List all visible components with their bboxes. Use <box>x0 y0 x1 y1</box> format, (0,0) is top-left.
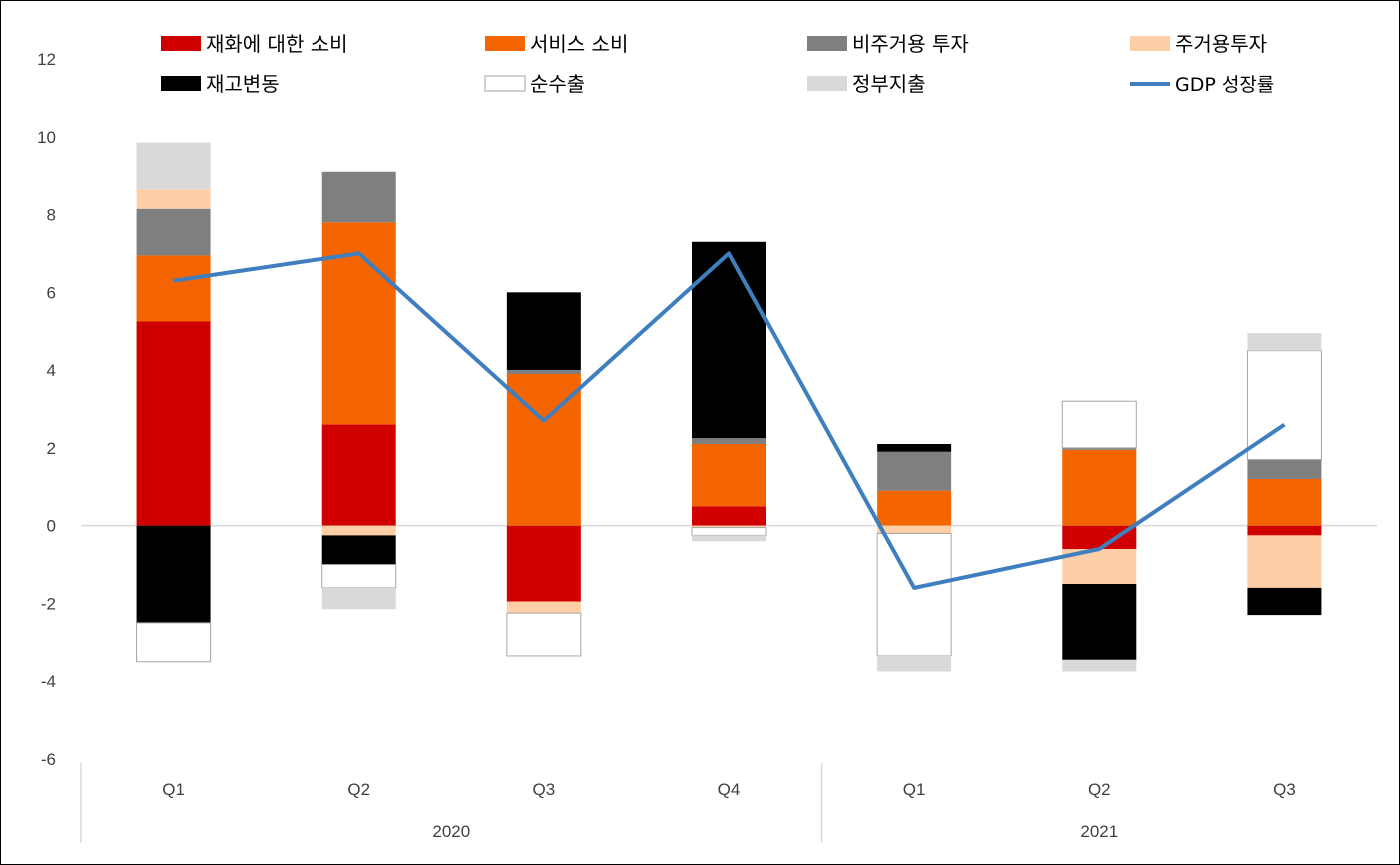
bar-segment <box>506 601 581 614</box>
legend-label: 정부지출 <box>852 72 926 96</box>
bar-segment <box>506 370 581 374</box>
legend-swatch <box>484 75 526 92</box>
legend-label: 재고변동 <box>206 72 280 96</box>
bar-segment <box>692 525 766 528</box>
legend-swatch <box>161 76 201 91</box>
y-tick-label: 12 <box>37 50 56 69</box>
bar-segment <box>877 451 952 491</box>
x-axis: Q1 Q2 Q3 Q4 Q1 Q2 Q3 2020 2021 <box>80 763 1296 843</box>
bar-segment <box>1062 659 1137 672</box>
legend-swatch <box>807 76 847 91</box>
stacked-bars <box>136 142 1322 672</box>
bar-segment <box>321 424 396 526</box>
bar-segment <box>876 532 952 657</box>
bar-segment <box>692 241 766 439</box>
y-tick-label: 2 <box>47 439 56 458</box>
y-tick-label: 8 <box>47 206 56 225</box>
bar-segment <box>136 622 212 663</box>
y-tick-label: -4 <box>41 672 56 691</box>
bar-segment <box>1062 447 1137 450</box>
x-tick-label: Q1 <box>903 780 926 799</box>
bar-segment <box>1062 525 1137 549</box>
bar-segment <box>1247 525 1322 536</box>
bar-segment <box>506 525 581 602</box>
bar-segment <box>136 142 211 190</box>
bar-segment <box>692 535 766 542</box>
y-tick-label: 10 <box>37 128 56 147</box>
bar-segment <box>1247 535 1322 588</box>
bar-segment <box>136 321 211 526</box>
bar-segment <box>1062 449 1137 526</box>
bar-segment <box>1247 333 1322 351</box>
x-group-label: 2021 <box>1080 822 1118 841</box>
bar-segment <box>136 255 211 322</box>
y-axis-ticks: 12 10 8 6 4 2 0 -2 -4 -6 <box>37 50 56 769</box>
bar-segment <box>321 535 396 565</box>
bar-segment <box>506 612 582 657</box>
bar-segment <box>877 490 952 526</box>
legend-label: 비주거용 투자 <box>852 32 969 56</box>
legend-swatch <box>1130 36 1170 51</box>
bar-segment <box>1247 479 1322 526</box>
bar-segment <box>877 655 952 672</box>
legend-label: 순수출 <box>530 72 585 96</box>
legend-label: GDP 성장률 <box>1175 74 1274 96</box>
bar-segment <box>321 564 397 589</box>
x-group-label: 2020 <box>432 822 470 841</box>
bar-segment <box>321 525 396 536</box>
bar-segment <box>136 525 211 623</box>
legend-label: 주거용투자 <box>1175 32 1267 56</box>
legend-swatch <box>485 36 525 51</box>
y-tick-label: 6 <box>47 283 56 302</box>
bar-segment <box>877 525 952 534</box>
gdp-growth-series-line <box>173 251 1286 590</box>
bar-segment <box>692 444 766 507</box>
gdp-growth-line <box>173 251 1286 590</box>
y-tick-label: 0 <box>47 517 56 536</box>
bar-segment <box>321 587 396 610</box>
x-tick-label: Q2 <box>347 780 370 799</box>
bar-segment <box>136 208 211 256</box>
bar-segment <box>1061 400 1137 449</box>
bar-segment <box>692 438 766 444</box>
x-tick-label: Q3 <box>533 780 556 799</box>
bar-segment <box>1062 584 1137 660</box>
legend-label: 재화에 대한 소비 <box>206 32 348 56</box>
bar-segment <box>692 506 766 526</box>
x-tick-label: Q3 <box>1273 780 1296 799</box>
legend-swatch <box>161 36 201 51</box>
bar-segment <box>691 527 767 536</box>
x-tick-label: Q4 <box>718 780 741 799</box>
bar-segment <box>321 171 396 223</box>
bar-segment <box>506 292 581 371</box>
legend-swatch <box>807 36 847 51</box>
y-tick-label: -2 <box>41 594 56 613</box>
bar-segment <box>1247 459 1322 479</box>
legend-label: 서비스 소비 <box>530 32 628 56</box>
y-tick-label: -6 <box>41 750 56 769</box>
bar-segment <box>877 444 952 452</box>
x-tick-label: Q1 <box>162 780 185 799</box>
bar-segment <box>1247 587 1322 616</box>
x-tick-label: Q2 <box>1088 780 1111 799</box>
y-tick-label: 4 <box>47 361 56 380</box>
bar-segment <box>136 189 211 209</box>
